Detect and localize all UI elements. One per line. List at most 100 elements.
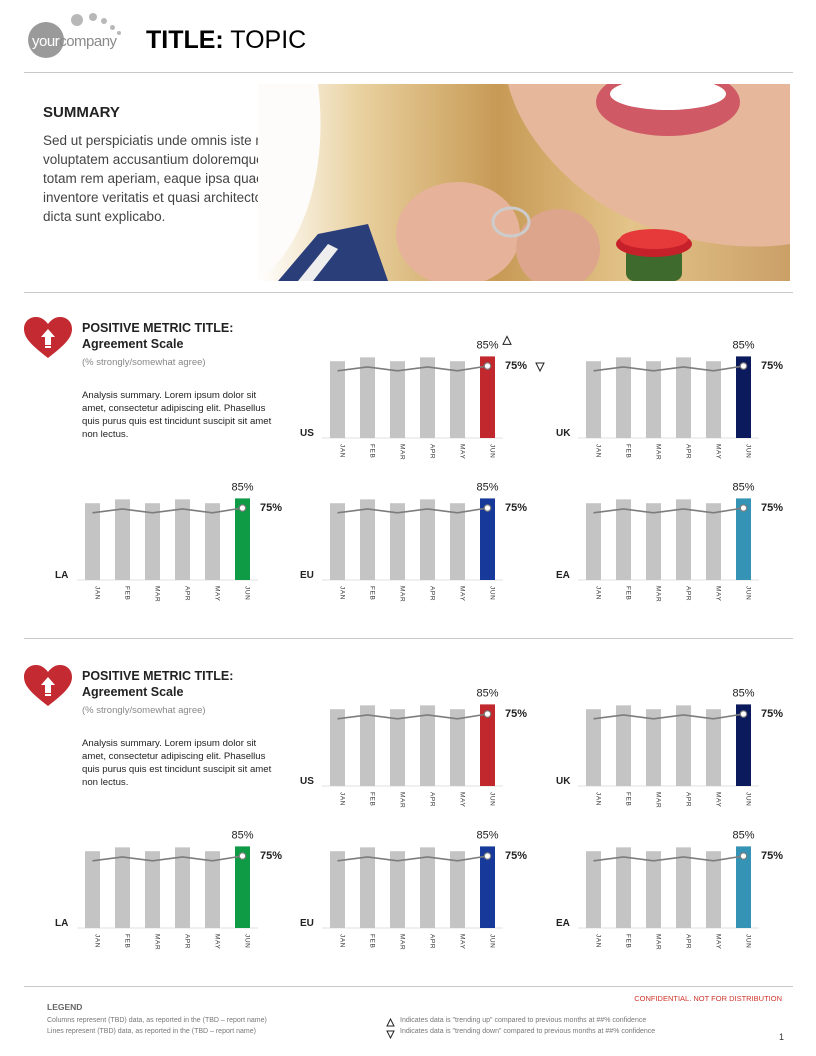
tick-label-jun: JUN bbox=[489, 792, 496, 806]
legend-up-note: Indicates data is "trending up" compared… bbox=[400, 1017, 647, 1024]
page-number: 1 bbox=[778, 1032, 784, 1042]
bar-jun bbox=[736, 846, 751, 928]
region-label: US bbox=[300, 428, 314, 439]
line-end-marker bbox=[483, 362, 492, 370]
bar-jun bbox=[736, 498, 751, 580]
section-title: POSITIVE METRIC TITLE: bbox=[82, 669, 234, 683]
chart-uk: JAN FEB MAR APR MAY JUN UK 85% 75% bbox=[556, 334, 796, 470]
bar-feb bbox=[616, 847, 631, 928]
legend-columns-note: Columns represent (TBD) data, as reporte… bbox=[47, 1017, 267, 1024]
tick-label-mar: MAR bbox=[655, 444, 662, 460]
tick-label-jan: JAN bbox=[94, 934, 101, 948]
chart-eu: JAN FEB MAR APR MAY JUN EU 85% 75% bbox=[300, 476, 540, 612]
tick-label-feb: FEB bbox=[369, 934, 376, 948]
bar-apr bbox=[175, 847, 190, 928]
tick-label-jan: JAN bbox=[339, 792, 346, 806]
chart-eu: JAN FEB MAR APR MAY JUN EU 85% 75% bbox=[300, 824, 540, 960]
tick-label-may: MAY bbox=[715, 444, 722, 459]
tick-label-apr: APR bbox=[184, 934, 191, 949]
line-end-marker bbox=[238, 504, 247, 512]
tick-label-feb: FEB bbox=[625, 934, 632, 948]
bar-jan bbox=[330, 851, 345, 928]
region-label: LA bbox=[55, 918, 68, 929]
tick-label-jun: JUN bbox=[745, 792, 752, 806]
line-value-label: 75% bbox=[761, 502, 783, 514]
line-value-label: 75% bbox=[505, 850, 527, 862]
summary-heading: SUMMARY bbox=[43, 104, 120, 121]
divider bbox=[24, 638, 793, 639]
bar-may bbox=[706, 503, 721, 580]
tick-label-apr: APR bbox=[429, 444, 436, 459]
section-subtitle: Agreement Scale bbox=[82, 337, 184, 351]
bar-apr bbox=[420, 847, 435, 928]
bar-jan bbox=[586, 709, 601, 786]
bar-feb bbox=[616, 499, 631, 580]
bar-apr bbox=[420, 357, 435, 438]
bar-mar bbox=[390, 709, 405, 786]
bar-may bbox=[205, 503, 220, 580]
tick-label-jan: JAN bbox=[595, 586, 602, 600]
trend-line bbox=[92, 507, 243, 514]
line-value-label: 75% bbox=[505, 502, 527, 514]
trend-line bbox=[337, 713, 488, 720]
tick-label-jun: JUN bbox=[745, 934, 752, 948]
bar-jun bbox=[235, 498, 250, 580]
hero-photo bbox=[258, 84, 790, 281]
bar-mar bbox=[646, 851, 661, 928]
line-end-marker bbox=[483, 710, 492, 718]
bar-apr bbox=[676, 847, 691, 928]
tick-label-feb: FEB bbox=[625, 792, 632, 806]
bar-jan bbox=[85, 503, 100, 580]
line-value-label: 75% bbox=[505, 708, 527, 720]
analysis-summary: Analysis summary. Lorem ipsum dolor sit … bbox=[82, 390, 272, 440]
bar-value-label: 85% bbox=[231, 481, 253, 493]
region-label: UK bbox=[556, 428, 571, 439]
bar-feb bbox=[360, 847, 375, 928]
chart-us: JAN FEB MAR APR MAY JUN US 85% 75% bbox=[300, 682, 540, 818]
confidential-notice: CONFIDENTIAL. NOT FOR DISTRIBUTION bbox=[634, 994, 782, 1003]
bar-apr bbox=[420, 705, 435, 786]
bar-jan bbox=[330, 709, 345, 786]
bar-may bbox=[450, 361, 465, 438]
bar-may bbox=[450, 851, 465, 928]
line-end-marker bbox=[739, 852, 748, 860]
tick-label-feb: FEB bbox=[124, 934, 131, 948]
divider bbox=[24, 72, 793, 73]
tick-label-apr: APR bbox=[429, 934, 436, 949]
legend-heading: LEGEND bbox=[47, 1002, 83, 1012]
bar-value-label: 85% bbox=[476, 829, 498, 841]
tick-label-jan: JAN bbox=[595, 792, 602, 806]
tick-label-may: MAY bbox=[214, 586, 221, 601]
bar-jan bbox=[586, 503, 601, 580]
bar-jun bbox=[480, 498, 495, 580]
tick-label-jun: JUN bbox=[489, 444, 496, 458]
bar-value-label: 85% bbox=[231, 829, 253, 841]
section-subtitle: Agreement Scale bbox=[82, 685, 184, 699]
bar-feb bbox=[360, 357, 375, 438]
tick-label-feb: FEB bbox=[369, 792, 376, 806]
section-note: (% strongly/somewhat agree) bbox=[82, 705, 206, 716]
bar-value-label: 85% bbox=[732, 687, 754, 699]
bar-value-label: 85% bbox=[732, 339, 754, 351]
bar-feb bbox=[360, 705, 375, 786]
trend-line bbox=[593, 507, 744, 514]
region-label: UK bbox=[556, 776, 571, 787]
bar-mar bbox=[390, 361, 405, 438]
bar-value-label: 85% bbox=[476, 339, 498, 351]
tick-label-feb: FEB bbox=[625, 444, 632, 458]
tick-label-may: MAY bbox=[715, 586, 722, 601]
bar-may bbox=[706, 851, 721, 928]
bar-may bbox=[450, 709, 465, 786]
tick-label-feb: FEB bbox=[369, 586, 376, 600]
trend-up-icon bbox=[386, 1014, 395, 1032]
tick-label-may: MAY bbox=[459, 934, 466, 949]
tick-label-jan: JAN bbox=[339, 444, 346, 458]
chart-la: JAN FEB MAR APR MAY JUN LA 85% 75% bbox=[55, 476, 295, 612]
tick-label-may: MAY bbox=[715, 792, 722, 807]
bar-jun bbox=[480, 846, 495, 928]
trend-line bbox=[593, 855, 744, 862]
tick-label-mar: MAR bbox=[399, 934, 406, 950]
region-label: US bbox=[300, 776, 314, 787]
trend-down-icon bbox=[535, 362, 545, 373]
bar-value-label: 85% bbox=[476, 687, 498, 699]
